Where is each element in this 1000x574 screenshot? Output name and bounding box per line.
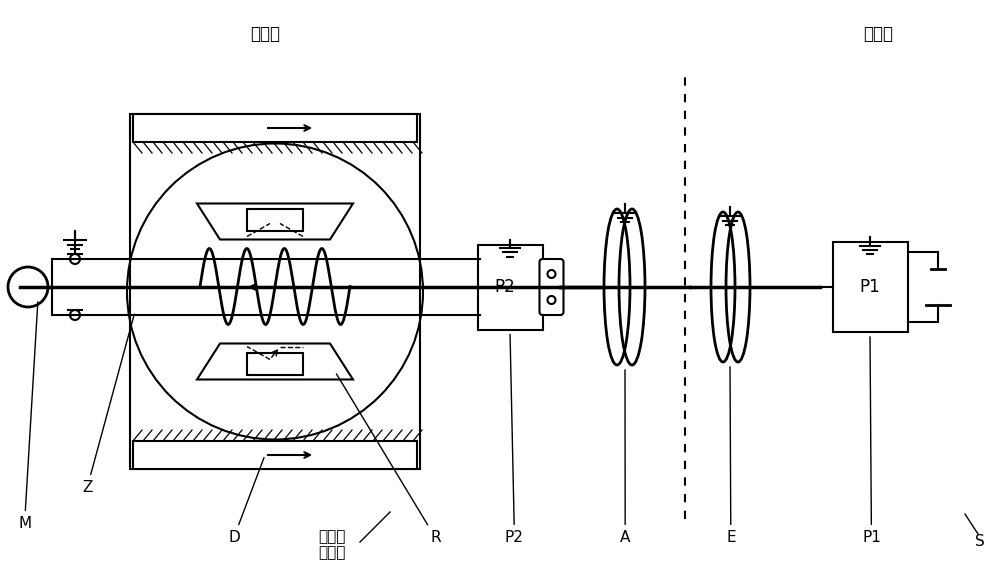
- Text: P1: P1: [860, 278, 880, 296]
- FancyBboxPatch shape: [540, 259, 564, 315]
- Text: A: A: [620, 370, 630, 545]
- Bar: [247, 208, 303, 231]
- Text: Z: Z: [82, 314, 134, 495]
- Text: 旋转侧: 旋转侧: [250, 25, 280, 43]
- Text: 转子磁: 转子磁: [318, 545, 346, 560]
- Text: S: S: [975, 534, 985, 549]
- Polygon shape: [197, 343, 353, 379]
- Text: D: D: [228, 457, 264, 545]
- Text: 固定侧: 固定侧: [863, 25, 893, 43]
- Text: P1: P1: [862, 337, 881, 545]
- Bar: [133, 114, 417, 142]
- Text: P2: P2: [495, 278, 515, 296]
- Bar: [478, 245, 542, 329]
- Text: R: R: [336, 374, 441, 545]
- Bar: [133, 441, 417, 469]
- Text: M: M: [18, 302, 38, 531]
- Text: P2: P2: [505, 334, 524, 545]
- Polygon shape: [197, 204, 353, 239]
- Text: E: E: [726, 367, 736, 545]
- Bar: [247, 352, 303, 374]
- Bar: [832, 242, 908, 332]
- Text: 场回路: 场回路: [318, 529, 346, 544]
- Circle shape: [8, 267, 48, 307]
- Bar: [130, 114, 420, 469]
